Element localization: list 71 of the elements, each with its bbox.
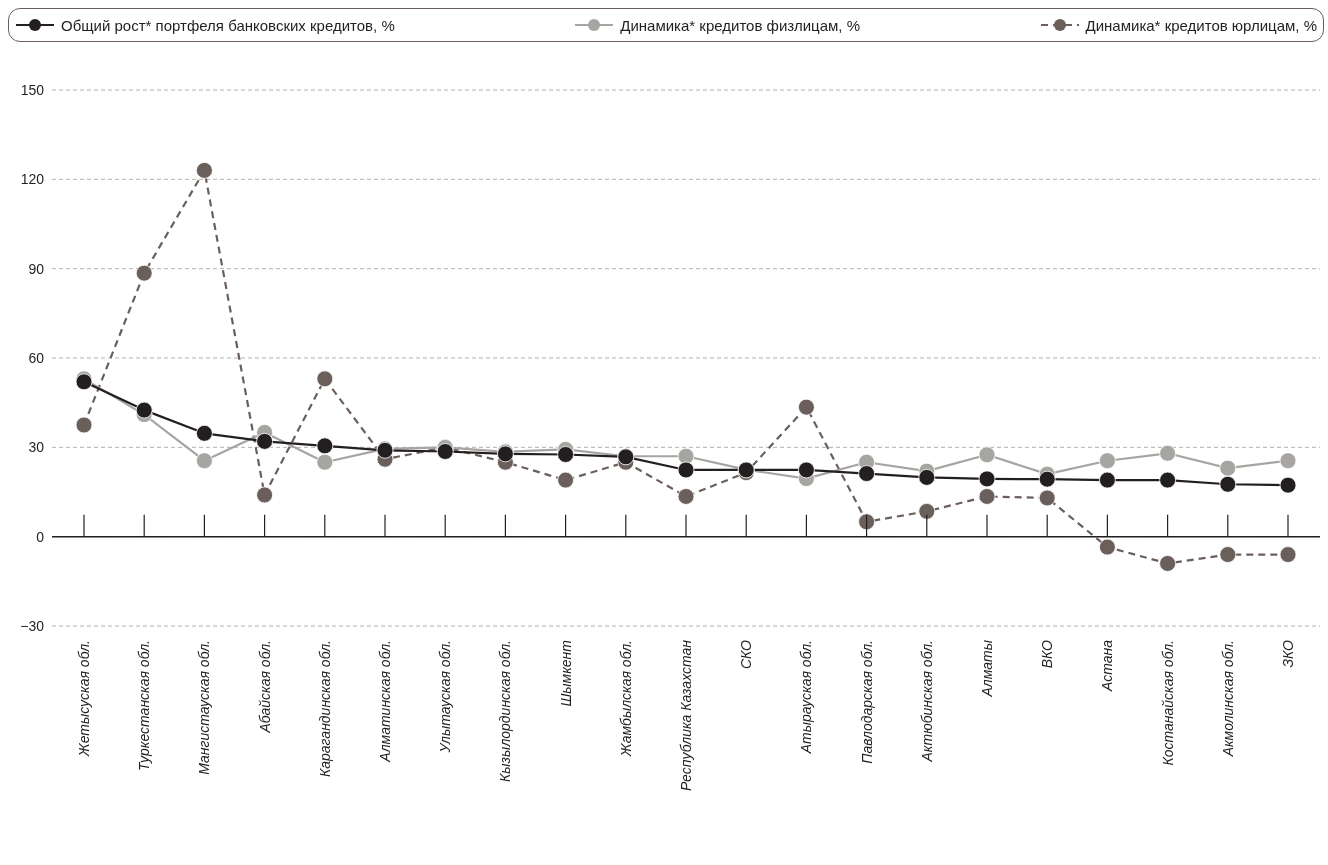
x-tick-label: ЗКО	[1280, 639, 1296, 668]
x-tick-label: Костанайская обл.	[1159, 640, 1176, 766]
point	[196, 162, 213, 179]
point	[256, 432, 273, 450]
y-tick-label: 60	[28, 349, 45, 366]
point	[1219, 475, 1237, 493]
point	[75, 416, 93, 434]
x-tick-label: Карагандинская обл.	[316, 640, 333, 777]
y-tick-label: 150	[20, 81, 45, 98]
x-tick-label: Жамбылская обл.	[617, 640, 634, 758]
x-tick-label: ВКО	[1039, 639, 1056, 669]
x-tick-label: СКО	[738, 639, 755, 670]
x-tick-label: Атырауская обл.	[798, 640, 815, 755]
x-tick-label: Республика Казахстан	[678, 639, 694, 792]
x-tick-label: Улытауская обл.	[437, 640, 454, 754]
point	[1219, 459, 1237, 477]
x-tick-label: Алматы	[979, 639, 995, 698]
x-tick-label: Шымкент	[557, 639, 574, 707]
point	[1099, 452, 1116, 470]
point	[918, 502, 936, 520]
point	[436, 443, 454, 460]
y-tick-label: 30	[28, 439, 45, 456]
point	[1279, 452, 1297, 470]
point	[1159, 471, 1176, 489]
point	[677, 488, 695, 505]
x-tick-label: Актюбинская обл.	[918, 640, 935, 763]
point	[677, 461, 695, 479]
point	[135, 264, 153, 282]
x-tick-label: Мангистауская обл.	[196, 640, 213, 775]
point	[978, 488, 996, 505]
x-tick-label: Акмолинская обл.	[1219, 640, 1236, 758]
x-tick-label: Павлодарская обл.	[858, 640, 875, 764]
point	[1159, 555, 1176, 572]
point	[196, 424, 213, 442]
point	[798, 398, 815, 416]
point	[256, 486, 273, 504]
legend-label: Общий рост* портфеля банковских кредитов, %	[61, 16, 395, 34]
point	[918, 469, 936, 486]
point	[1279, 546, 1297, 563]
y-tick-label: 0	[36, 528, 45, 545]
x-tick-label: Астана	[1099, 639, 1116, 692]
x-tick-label: Туркестанская обл.	[136, 640, 153, 772]
point	[316, 370, 334, 388]
point	[1038, 489, 1056, 507]
point	[858, 465, 875, 482]
x-tick-label: Кызылординская обл.	[497, 640, 514, 782]
point	[798, 461, 815, 479]
point	[858, 513, 875, 531]
point	[557, 446, 574, 463]
x-tick-label: Алматинская обл.	[377, 640, 393, 763]
y-tick-label: −30	[20, 617, 45, 634]
x-tick-label: Жетысуская обл.	[76, 640, 92, 758]
point	[135, 401, 153, 419]
legend-label: Динамика* кредитов физлицам, %	[620, 16, 861, 34]
point	[677, 447, 695, 465]
point	[1159, 444, 1176, 462]
point	[1279, 476, 1297, 494]
y-tick-label: 90	[28, 260, 45, 277]
legend-label: Динамика* кредитов юрлицам, %	[1085, 16, 1317, 34]
point	[978, 470, 996, 488]
point	[316, 453, 334, 471]
point	[316, 437, 334, 455]
point	[1219, 546, 1237, 563]
point	[1038, 470, 1056, 488]
x-tick-label: Абайская обл.	[256, 640, 273, 734]
point	[557, 471, 574, 489]
y-tick-label: 120	[20, 171, 45, 188]
point	[1099, 471, 1116, 489]
point	[978, 446, 996, 464]
point	[1099, 538, 1116, 556]
point	[196, 452, 213, 470]
